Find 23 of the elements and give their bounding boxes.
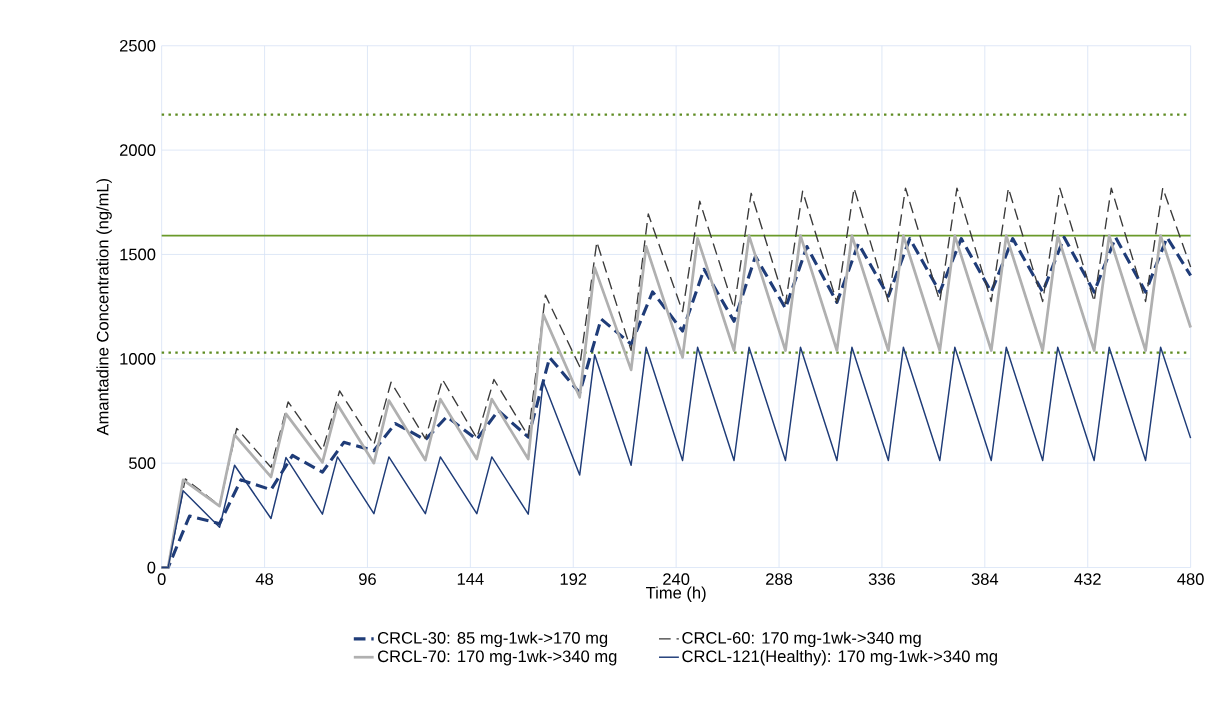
y-tick-label: 1000 <box>120 353 156 365</box>
y-axis-title: Amantadine Concentration (ng/mL) <box>96 179 112 436</box>
x-tick-label: 192 <box>560 573 587 586</box>
x-tick-label: 48 <box>255 573 274 586</box>
x-axis-title: Time (h) <box>646 586 706 603</box>
y-tick-label: 500 <box>129 457 156 470</box>
y-tick-label: 2000 <box>119 144 156 157</box>
x-tick-label: 0 <box>157 573 166 586</box>
x-tick-label: 336 <box>868 573 895 586</box>
x-tick-label: 96 <box>359 573 376 586</box>
legend-label: CRCL-121(Healthy): 170 mg-1wk->340 mg <box>682 650 997 666</box>
legend-label: CRCL-30: 85 mg-1wk->170 mg <box>378 631 608 648</box>
legend-label: CRCL-70: 170 mg-1wk->340 mg <box>378 650 617 666</box>
x-tick-label: 240 <box>663 573 690 586</box>
x-tick-label: 288 <box>766 573 793 586</box>
legend-label: CRCL-60: 170 mg-1wk->340 mg <box>682 631 921 648</box>
x-tick-label: 432 <box>1074 573 1101 586</box>
x-tick-label: 144 <box>457 573 484 585</box>
x-tick-label: 480 <box>1177 573 1204 586</box>
y-tick-label: 1500 <box>120 248 156 261</box>
y-tick-label: 0 <box>147 561 156 574</box>
y-tick-label: 2500 <box>119 40 156 52</box>
x-tick-label: 384 <box>971 573 999 586</box>
